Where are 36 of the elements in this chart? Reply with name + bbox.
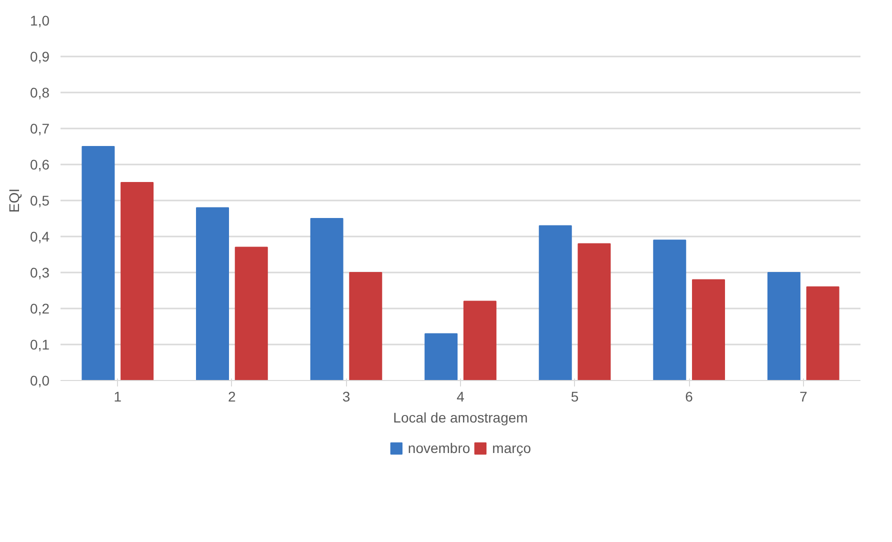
x-axis-title: Local de amostragem [393, 410, 528, 426]
legend-label: novembro [408, 440, 470, 456]
bar [653, 240, 686, 380]
y-tick-label: 0,7 [30, 120, 50, 136]
bar [692, 279, 725, 380]
bar [578, 243, 611, 380]
bar [463, 300, 496, 380]
y-tick-label: 0,1 [30, 336, 50, 352]
y-tick-label: 0,0 [30, 372, 50, 388]
y-tick-label: 0,2 [30, 300, 50, 316]
x-tick-label: 4 [456, 388, 465, 404]
y-tick-label: 0,9 [30, 48, 50, 64]
x-tick-label: 7 [799, 388, 808, 404]
x-tick-label: 1 [114, 388, 122, 404]
bar [767, 272, 800, 380]
y-tick-label: 0,8 [30, 84, 50, 100]
y-tick-label: 0,3 [30, 264, 50, 280]
bar [234, 246, 268, 380]
bar [310, 218, 344, 380]
bar [196, 207, 229, 380]
bar [538, 225, 572, 380]
bar [424, 333, 458, 380]
x-tick-label: 5 [570, 388, 579, 404]
y-tick-label: 0,4 [30, 228, 50, 244]
bar [82, 146, 115, 380]
x-tick-label: 2 [228, 388, 236, 404]
bar [349, 272, 382, 380]
bar [806, 286, 840, 380]
bar [120, 182, 154, 380]
legend-label: março [492, 440, 532, 456]
y-tick-label: 0,6 [30, 156, 50, 172]
y-tick-label: 1,0 [30, 12, 50, 28]
y-axis-title: EQI [6, 188, 22, 213]
x-tick-label: 3 [342, 388, 350, 404]
y-tick-label: 0,5 [30, 192, 50, 208]
x-tick-label: 6 [685, 388, 694, 404]
